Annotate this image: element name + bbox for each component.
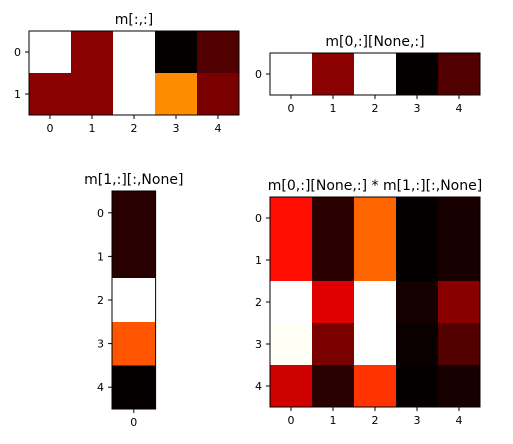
heatmap-cell-r1-c0 — [112, 234, 156, 279]
heatmap-m-full: m[:,:] 0 1 2 3 4 0 1 — [14, 12, 240, 135]
heatmap-cell-r0-c4 — [438, 53, 481, 96]
heatmap-cell-r0-c3 — [396, 53, 439, 96]
chart-title: m[0,:][None,:] * m[1,:][:,None] — [268, 178, 482, 194]
heatmap-cell-r0-c4 — [197, 31, 240, 74]
heatmap-cell-r0-c3 — [396, 197, 439, 240]
chart-title: m[0,:][None,:] — [325, 34, 424, 50]
x-tick-label: 0 — [288, 102, 295, 115]
heatmap-cell-r0-c1 — [71, 31, 114, 74]
x-tick-label: 1 — [330, 414, 337, 427]
x-tick-label: 4 — [215, 122, 222, 135]
heatmap-cell-r3-c1 — [312, 323, 355, 366]
heatmap-cell-r3-c4 — [438, 323, 481, 366]
heatmap-cell-r4-c2 — [354, 365, 397, 408]
y-tick-label: 1 — [97, 250, 104, 263]
x-tick-label: 0 — [130, 416, 137, 429]
heatmap-m-row0: m[0,:][None,:] 0 1 2 3 4 0 — [255, 34, 481, 115]
heatmap-cell-r0-c0 — [29, 31, 72, 74]
heatmap-cell-r1-c2 — [113, 73, 156, 116]
heatmap-m-row1-col: m[1,:][:,None] 0 0 1 2 3 4 — [84, 172, 183, 429]
x-tick-label: 2 — [131, 122, 138, 135]
heatmap-product: m[0,:][None,:] * m[1,:][:,None] 0 1 2 3 4 0 1 2 3… — [255, 178, 482, 427]
heatmap-cell-r2-c4 — [438, 281, 481, 324]
heatmap-cell-r1-c0 — [29, 73, 72, 116]
chart-title: m[:,:] — [115, 12, 153, 28]
heatmap-cell-r0-c2 — [354, 53, 397, 96]
x-tick-label: 3 — [173, 122, 180, 135]
heatmap-cell-r4-c0 — [112, 365, 156, 410]
y-tick-label: 2 — [255, 296, 262, 309]
heatmap-cell-r1-c4 — [197, 73, 240, 116]
heatmap-cell-r3-c2 — [354, 323, 397, 366]
y-tick-label: 3 — [97, 338, 104, 351]
x-tick-label: 4 — [456, 102, 463, 115]
heatmap-cell-r0-c0 — [270, 197, 313, 240]
heatmap-cell-r1-c3 — [155, 73, 198, 116]
y-tick-label: 1 — [255, 254, 262, 267]
heatmap-cell-r4-c0 — [270, 365, 313, 408]
y-tick-label: 2 — [97, 294, 104, 307]
x-tick-label: 1 — [330, 102, 337, 115]
heatmap-cell-r1-c1 — [71, 73, 114, 116]
x-tick-label: 2 — [372, 102, 379, 115]
heatmap-cell-r1-c0 — [270, 239, 313, 282]
heatmap-cell-r3-c3 — [396, 323, 439, 366]
y-tick-label: 4 — [97, 381, 104, 394]
y-tick-label: 1 — [14, 88, 21, 101]
heatmap-cell-r1-c2 — [354, 239, 397, 282]
heatmap-cell-r2-c1 — [312, 281, 355, 324]
heatmap-cell-r0-c3 — [155, 31, 198, 74]
heatmap-cell-r1-c1 — [312, 239, 355, 282]
heatmap-cell-r0-c2 — [113, 31, 156, 74]
y-tick-label: 4 — [255, 380, 262, 393]
chart-title: m[1,:][:,None] — [84, 172, 183, 188]
y-tick-label: 0 — [97, 207, 104, 220]
heatmap-cell-r2-c0 — [112, 278, 156, 323]
y-tick-label: 0 — [14, 46, 21, 59]
y-tick-label: 0 — [255, 212, 262, 225]
heatmap-cell-r2-c0 — [270, 281, 313, 324]
heatmap-cell-r4-c4 — [438, 365, 481, 408]
heatmap-cell-r0-c0 — [270, 53, 313, 96]
heatmap-cell-r1-c3 — [396, 239, 439, 282]
heatmap-cell-r0-c4 — [438, 197, 481, 240]
x-tick-label: 4 — [456, 414, 463, 427]
heatmap-cell-r0-c1 — [312, 53, 355, 96]
y-tick-label: 0 — [255, 68, 262, 81]
x-tick-label: 3 — [414, 414, 421, 427]
x-tick-label: 3 — [414, 102, 421, 115]
x-tick-label: 1 — [89, 122, 96, 135]
heatmap-cell-r4-c3 — [396, 365, 439, 408]
heatmap-cell-r4-c1 — [312, 365, 355, 408]
heatmap-cell-r3-c0 — [270, 323, 313, 366]
x-tick-label: 2 — [372, 414, 379, 427]
y-tick-label: 3 — [255, 338, 262, 351]
heatmap-cell-r0-c1 — [312, 197, 355, 240]
heatmap-cell-r0-c2 — [354, 197, 397, 240]
heatmap-cell-r1-c4 — [438, 239, 481, 282]
x-tick-label: 0 — [288, 414, 295, 427]
heatmap-cell-r0-c0 — [112, 191, 156, 235]
heatmap-cell-r2-c3 — [396, 281, 439, 324]
heatmap-cell-r2-c2 — [354, 281, 397, 324]
x-tick-label: 0 — [47, 122, 54, 135]
heatmap-cell-r3-c0 — [112, 321, 156, 366]
